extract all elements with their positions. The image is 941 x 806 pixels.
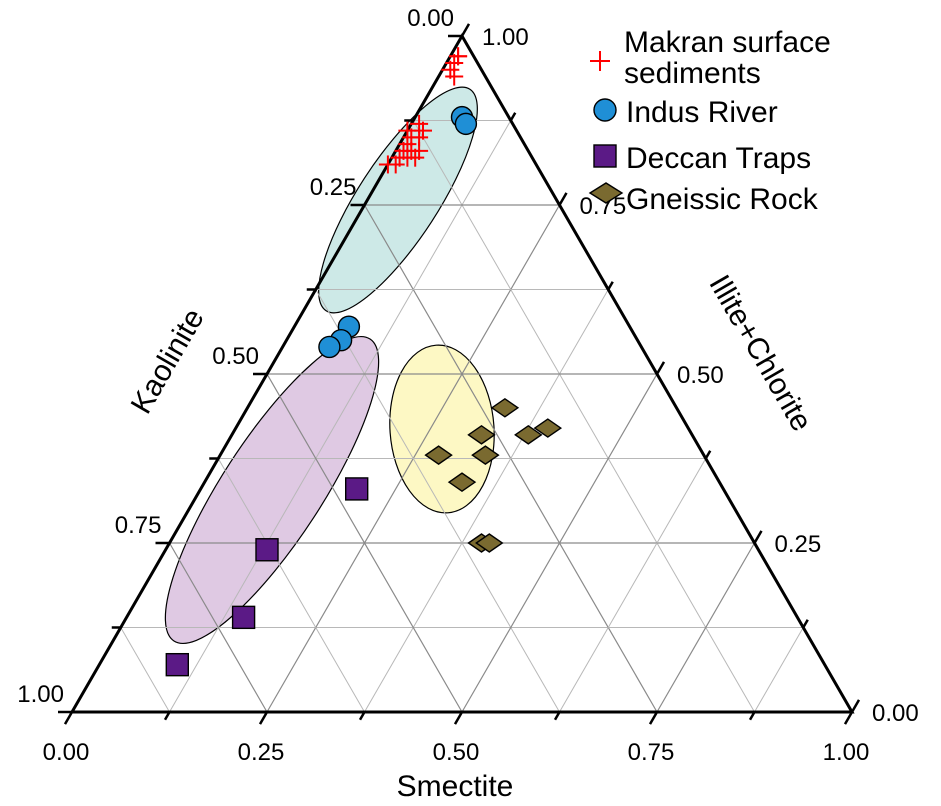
point-deccan-traps [165, 652, 190, 677]
tick-label-left: 0.00 [407, 5, 454, 32]
tick-label-left: 0.50 [212, 343, 259, 370]
tick-bottom [163, 711, 171, 721]
field-gneissic-rock [389, 344, 495, 514]
grid-line-kaolinite [217, 458, 365, 713]
point-gneissic-rock [467, 424, 496, 445]
point-indus-river [318, 335, 341, 359]
point-makran-surface-sediments [445, 67, 464, 86]
grid-line-smectite [461, 373, 658, 713]
tick-label-bottom: 1.00 [823, 739, 870, 766]
grid-line-kaolinite [412, 120, 755, 713]
tick-label-bottom: 0.25 [238, 739, 285, 766]
tick-bottom [453, 711, 464, 725]
legend-marker-square [593, 144, 617, 168]
legend-label-makran-line1: Makran surface [624, 26, 831, 59]
point-makran-surface-sediments [398, 121, 417, 140]
grid-line-smectite [656, 542, 756, 713]
tick-right [509, 112, 517, 122]
field-indus-river [318, 86, 478, 314]
legend-item-makran: Makran surface sediments [590, 26, 831, 90]
legend-label-makran-line2: sediments [624, 57, 761, 90]
point-deccan-traps [345, 477, 369, 501]
grid-line-kaolinite [120, 627, 170, 713]
grid-line-kaolinite [315, 289, 560, 713]
legend-item-gneissic: Gneissic Rock [588, 182, 819, 216]
tick-label-bottom: 0.00 [43, 739, 90, 766]
legend-item-indus: Indus River [593, 96, 778, 129]
point-makran-surface-sediments [414, 121, 432, 140]
legend-label-deccan: Deccan Traps [626, 142, 811, 175]
tick-right [753, 530, 763, 544]
grid-line-kaolinite [168, 542, 268, 713]
tick-right [704, 450, 712, 460]
bottom-axis-title: Smectite [397, 770, 514, 803]
grid-line-smectite [754, 627, 804, 713]
legend-label-indus: Indus River [626, 96, 778, 129]
legend-marker-plus [590, 51, 610, 71]
right-axis-title: Illite+Chlorite [702, 270, 818, 437]
point-deccan-traps [231, 605, 256, 630]
point-makran-surface-sediments [449, 47, 468, 66]
grid-line-smectite [559, 458, 707, 713]
tick-bottom [258, 711, 269, 725]
field-deccan-traps [164, 336, 380, 644]
point-deccan-traps [255, 538, 279, 562]
tick-right [558, 192, 568, 206]
tick-bottom [648, 711, 659, 725]
axis-ticks: 0.00 0.00 0.00 0.25 0.25 0.25 0.50 0.50 0.50 0.75… [17, 5, 918, 766]
tick-label-bottom: 0.50 [433, 739, 480, 766]
field-ellipses [164, 86, 495, 644]
tick-right [850, 699, 861, 713]
tick-label-left: 1.00 [17, 681, 64, 708]
point-gneissic-rock [533, 418, 563, 438]
tick-bottom [553, 711, 561, 721]
point-indus-river [454, 112, 478, 136]
tick-label-right: 0.25 [775, 531, 822, 558]
tick-label-left: 0.75 [115, 512, 162, 539]
data-points [165, 47, 563, 677]
tick-right [655, 361, 666, 375]
point-gneissic-rock [514, 424, 543, 445]
tick-right [802, 619, 809, 629]
legend-item-deccan: Deccan Traps [593, 142, 811, 175]
tick-right [607, 281, 614, 291]
legend-label-gneissic: Gneissic Rock [626, 183, 819, 216]
point-gneissic-rock [471, 445, 500, 465]
tick-label-right: 0.50 [677, 362, 724, 389]
legend-marker-diamond [588, 182, 624, 204]
point-gneissic-rock [490, 397, 520, 418]
legend: Makran surface sediments Indus River Dec… [588, 26, 831, 216]
tick-label-right: 0.00 [872, 700, 919, 727]
tick-bottom [63, 711, 74, 725]
point-gneissic-rock [475, 533, 504, 553]
tick-label-bottom: 0.75 [628, 739, 675, 766]
grid-line-smectite [364, 289, 609, 713]
point-makran-surface-sediments [378, 155, 397, 174]
tick-label-right: 1.00 [482, 24, 529, 51]
tick-right [460, 23, 471, 37]
grid-line-kaolinite [266, 373, 463, 713]
point-makran-surface-sediments [406, 148, 425, 167]
point-gneissic-rock [424, 445, 453, 465]
grid-line-smectite [169, 120, 512, 713]
tick-label-left: 0.25 [310, 174, 357, 201]
tick-bottom [748, 711, 756, 721]
left-axis-title: Kaolinite [125, 303, 211, 419]
tick-bottom [843, 711, 854, 725]
tick-bottom [358, 711, 366, 721]
point-gneissic-rock [447, 472, 477, 493]
legend-marker-circle [593, 98, 617, 122]
